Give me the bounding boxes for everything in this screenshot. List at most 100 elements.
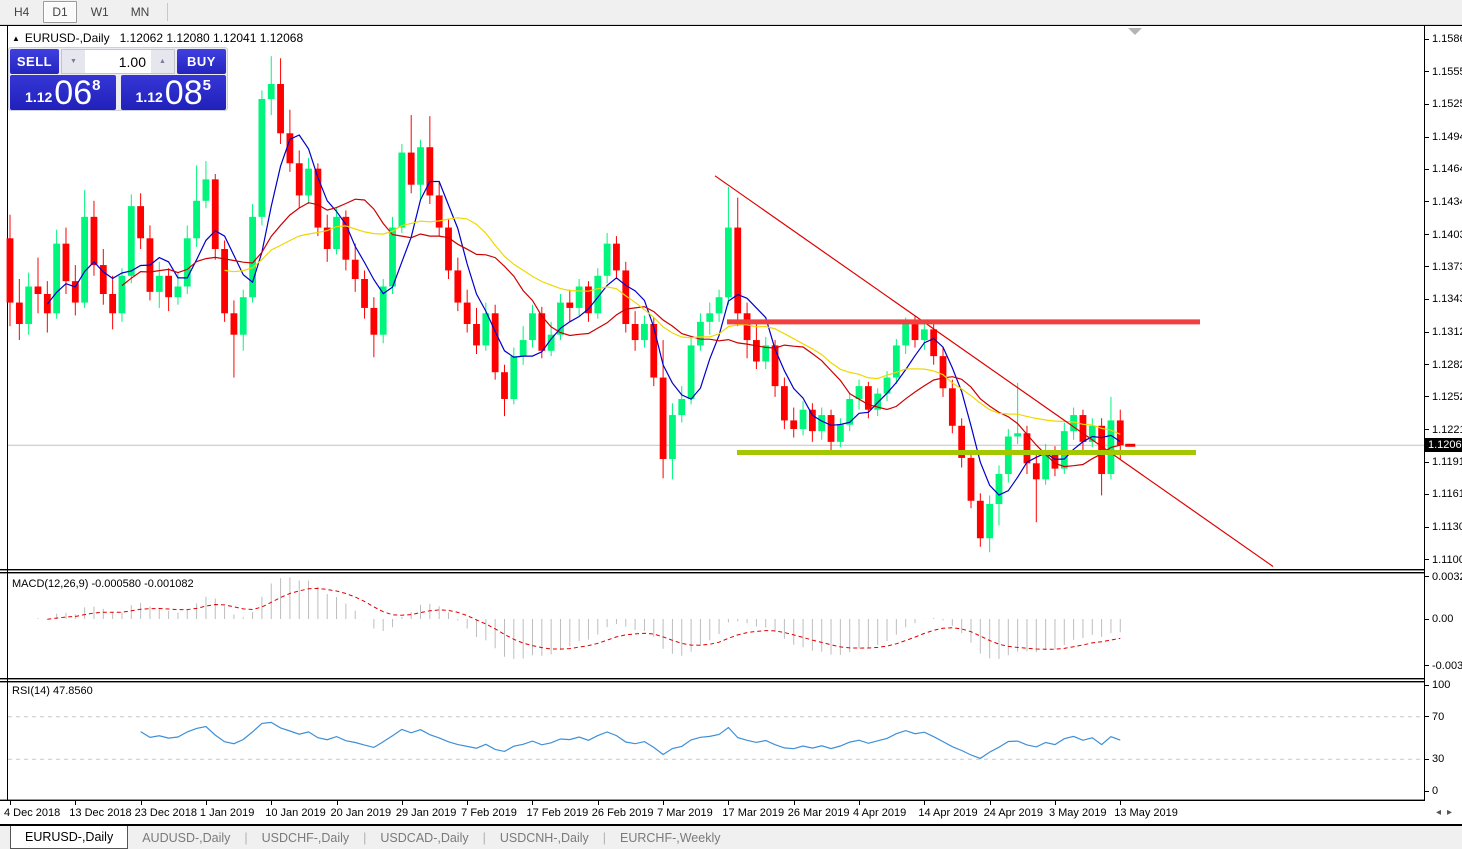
volume-increase-icon[interactable]: ▲: [151, 50, 174, 73]
axis-tick: [1425, 71, 1429, 73]
candle-body: [155, 275, 163, 292]
buy-price-box[interactable]: 1.12 08 5: [120, 75, 226, 110]
candle-body: [771, 345, 779, 387]
ma-line-fast: [46, 134, 1121, 496]
sell-price-box[interactable]: 1.12 06 8: [10, 75, 116, 110]
sell-price-big: 06: [54, 74, 93, 112]
chart-tab-usdcnh-daily[interactable]: USDCNH-,Daily: [499, 830, 589, 845]
date-axis-label: 3 May 2019: [1048, 807, 1107, 819]
candle-body: [995, 473, 1003, 504]
candle-body: [902, 321, 910, 346]
buy-button[interactable]: BUY: [177, 49, 226, 74]
candle-body: [342, 216, 350, 260]
price-axis-label: 1.14645: [1432, 163, 1462, 176]
axis-tick: [1425, 429, 1429, 431]
axis-tick: [1425, 234, 1429, 236]
panel-separator: [0, 678, 1424, 680]
candle-body: [109, 293, 117, 314]
candle-body: [967, 457, 975, 501]
candle-body: [743, 313, 751, 341]
candle-body: [398, 152, 406, 228]
chart-shift-marker-icon[interactable]: [1128, 28, 1142, 35]
candle-body: [734, 227, 742, 314]
panel-separator: [0, 681, 1424, 683]
axis-tick: [1425, 576, 1429, 578]
axis-tick: [1425, 559, 1429, 561]
candle-body: [53, 243, 61, 314]
candle-body: [1042, 452, 1050, 480]
candle-body: [622, 270, 630, 324]
candle-body: [585, 286, 592, 314]
timeframe-button-d1[interactable]: D1: [43, 1, 77, 23]
candle-body: [137, 206, 145, 239]
chart-tab-audusd-daily[interactable]: AUDUSD-,Daily: [142, 830, 231, 845]
price-axis-label: 1.11610: [1432, 488, 1462, 501]
chart-tab-usdcad-daily[interactable]: USDCAD-,Daily: [380, 830, 469, 845]
scroll-right-icon[interactable]: ▸: [1446, 807, 1458, 818]
candle-body: [846, 398, 854, 425]
chart-tab-usdchf-daily[interactable]: USDCHF-,Daily: [261, 830, 350, 845]
candle-body: [827, 415, 835, 442]
scroll-left-icon[interactable]: ◂: [1435, 807, 1447, 818]
axis-tick: [1425, 618, 1429, 620]
date-axis-label: 4 Dec 2018: [4, 807, 61, 819]
candle-body: [25, 286, 33, 324]
price-axis-label: 1.13735: [1432, 260, 1462, 273]
axis-tick: [1425, 103, 1429, 105]
volume-spinner: ▼ ▲: [61, 49, 175, 74]
candle-body: [295, 163, 303, 196]
date-tick: [205, 801, 207, 805]
chart-tab-eurchf-weekly[interactable]: EURCHF-,Weekly: [620, 830, 721, 845]
chart-canvas[interactable]: [0, 26, 1424, 801]
axis-tick: [1425, 665, 1429, 667]
date-tick: [1054, 801, 1056, 805]
candle-body: [221, 248, 228, 314]
timeframe-button-w1[interactable]: W1: [90, 5, 109, 19]
date-tick: [924, 801, 926, 805]
candle-body: [1116, 420, 1124, 446]
ohlc-quotes: 1.12062 1.12080 1.12041 1.12068: [119, 31, 304, 45]
rsi-axis-label: 100: [1432, 679, 1451, 691]
candle-body: [631, 323, 639, 341]
axis-tick: [1425, 201, 1429, 203]
chart-scroll-arrows[interactable]: ◂▸: [1436, 807, 1458, 818]
sell-button[interactable]: SELL: [10, 49, 59, 74]
candle-body: [501, 372, 508, 399]
chart-tab-eurusd-daily[interactable]: EURUSD-,Daily: [10, 826, 129, 849]
candle-body: [529, 313, 536, 341]
timeframe-button-h4[interactable]: H4: [14, 5, 30, 19]
trendline-object[interactable]: [714, 175, 1274, 567]
candle-body: [892, 345, 900, 378]
candle-body: [939, 356, 947, 389]
symbol-title: EURUSD-,Daily: [24, 31, 110, 45]
candle-body: [753, 340, 760, 362]
price-axis-label: 1.15250: [1432, 98, 1462, 111]
candles-layer[interactable]: [6, 56, 1124, 553]
candle-body: [911, 321, 919, 341]
date-axis-label: 10 Jan 2019: [265, 807, 326, 819]
candle-body: [305, 168, 312, 196]
candle-body: [165, 275, 173, 298]
macd-indicator-label: MACD(12,26,9) -0.000580 -0.001082: [12, 578, 194, 590]
candle-body: [519, 340, 527, 357]
candle-body: [361, 278, 368, 308]
candle-body: [314, 168, 322, 228]
date-axis-label: 13 Dec 2018: [69, 807, 132, 819]
candle-body: [1023, 433, 1031, 464]
timeframe-button-mn[interactable]: MN: [130, 5, 150, 19]
candle-body: [286, 133, 294, 164]
candle-body: [351, 259, 359, 279]
collapse-trade-panel-icon[interactable]: ▲: [12, 34, 20, 43]
candle-body: [603, 243, 611, 276]
volume-decrease-icon[interactable]: ▼: [62, 50, 85, 73]
volume-input[interactable]: [85, 50, 151, 73]
candle-body: [34, 286, 42, 294]
candle-body: [510, 356, 518, 399]
candle-body: [920, 329, 928, 341]
candle-body: [239, 297, 247, 335]
candle-body: [790, 420, 798, 429]
candle-body: [407, 152, 415, 185]
date-tick: [793, 801, 795, 805]
candle-body: [81, 216, 89, 303]
candle-body: [650, 323, 658, 378]
